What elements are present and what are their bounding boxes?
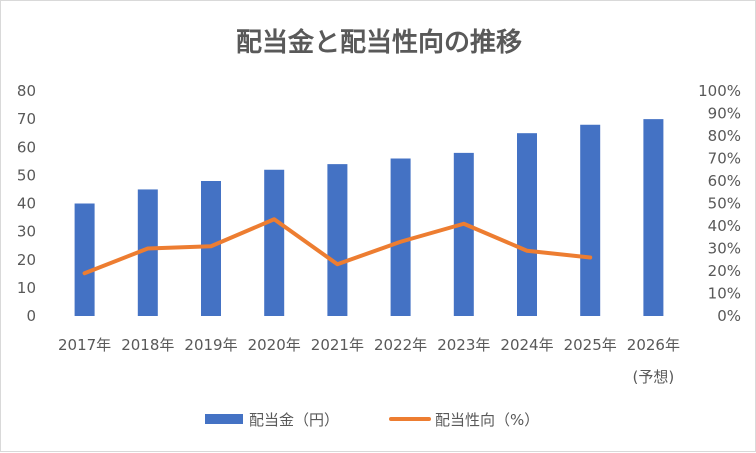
x-axis-tick-sublabel: (予想) [633, 368, 675, 386]
left-axis-tick-label: 20 [17, 251, 36, 269]
bar [264, 169, 285, 316]
left-axis-tick-label: 0 [26, 307, 36, 325]
x-axis-tick-label: 2026年 [627, 336, 680, 354]
right-axis-tick-label: 70% [708, 150, 741, 168]
bar [580, 124, 601, 316]
legend-bar-label: 配当金（円） [249, 411, 339, 429]
bar [74, 203, 95, 316]
legend-line-label: 配当性向（%） [435, 411, 539, 429]
left-axis-ticks: 0 10 20 30 40 50 60 70 80 [17, 82, 36, 325]
legend: 配当金（円） 配当性向（%） [205, 411, 539, 429]
bar [137, 189, 158, 316]
x-axis-tick-label: 2020年 [248, 336, 301, 354]
x-axis-tick-label: 2021年 [311, 336, 364, 354]
x-axis-ticks: 2017年 2018年 2019年 2020年 2021年 2022年 2023年 2024年… [58, 336, 680, 386]
right-axis-tick-label: 50% [708, 195, 741, 213]
chart-title: 配当金と配当性向の推移 [236, 27, 522, 58]
bar-series [74, 119, 664, 316]
x-axis-tick-label: 2017年 [58, 336, 111, 354]
left-axis-tick-label: 70 [17, 110, 36, 128]
left-axis-tick-label: 60 [17, 138, 36, 156]
left-axis-tick-label: 30 [17, 223, 36, 241]
right-axis-tick-label: 80% [708, 127, 741, 145]
left-axis-tick-label: 80 [17, 82, 36, 100]
right-axis-tick-label: 10% [708, 285, 741, 303]
bar [453, 152, 474, 316]
bar [390, 158, 411, 316]
left-axis-tick-label: 40 [17, 195, 36, 213]
left-axis-tick-label: 50 [17, 166, 36, 184]
bar [643, 119, 664, 316]
right-axis-tick-label: 0% [717, 307, 741, 325]
x-axis-tick-label: 2019年 [184, 336, 237, 354]
x-axis-tick-label: 2018年 [121, 336, 174, 354]
right-axis-ticks: 0% 10% 20% 30% 40% 50% 60% 70% 80% 90% 100% [698, 82, 741, 325]
right-axis-tick-label: 60% [708, 172, 741, 190]
right-axis-tick-label: 100% [698, 82, 741, 100]
bar [201, 181, 221, 316]
legend-bar-swatch [205, 414, 243, 424]
right-axis-tick-label: 30% [708, 240, 741, 258]
bar [327, 164, 348, 316]
bar [517, 133, 537, 316]
x-axis-tick-label: 2023年 [437, 336, 490, 354]
x-axis-tick-label: 2025年 [564, 336, 617, 354]
x-axis-tick-label: 2024年 [500, 336, 553, 354]
line-path [82, 217, 593, 276]
right-axis-tick-label: 40% [708, 217, 741, 235]
right-axis-tick-label: 90% [708, 105, 741, 123]
line-series [82, 217, 593, 276]
right-axis-tick-label: 20% [708, 262, 741, 280]
left-axis-tick-label: 10 [17, 279, 36, 297]
x-axis-tick-label: 2022年 [374, 336, 427, 354]
